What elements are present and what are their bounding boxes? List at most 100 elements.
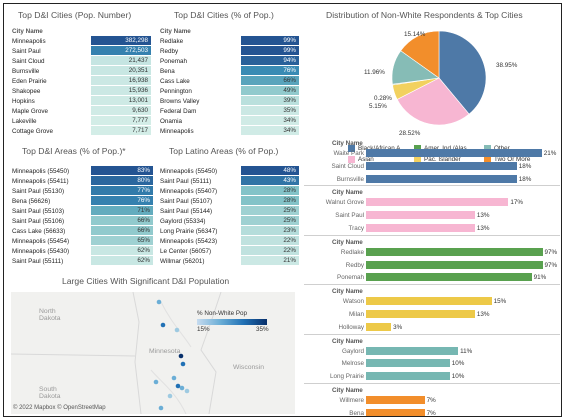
table-row[interactable]: Gaylord (55334) 25% (159, 216, 299, 226)
table-row[interactable]: Minneapolis (55430) 62% (11, 246, 153, 256)
legend-item[interactable]: Other (484, 145, 510, 152)
table-row[interactable]: Eden Prairie 16,938 (11, 76, 151, 86)
table-row[interactable]: Cass Lake (56633) 66% (11, 226, 153, 236)
map-city-marker[interactable] (156, 299, 162, 305)
legend-swatch (414, 156, 421, 163)
table-row[interactable]: Minneapolis 382,298 (11, 36, 151, 46)
pie-slice[interactable] (438, 30, 487, 115)
table-row[interactable]: Browns Valley 39% (159, 96, 299, 106)
table-row[interactable]: Saint Paul 272,503 (11, 46, 151, 56)
map-city-marker[interactable] (174, 327, 180, 333)
bar-group-header: City Name (332, 189, 363, 197)
bar[interactable] (366, 174, 517, 183)
legend-item[interactable]: Amer. Ind./Alas.. (414, 145, 470, 152)
bar[interactable] (366, 198, 509, 207)
map-city-marker[interactable] (171, 375, 177, 381)
legend-item[interactable]: Two Or More (484, 156, 530, 163)
table-top-cities-pct: Redlake 99% Redby 99% Ponemah 94% Bena 76% Cass … (159, 36, 301, 138)
bar[interactable] (366, 211, 475, 220)
map-city-marker[interactable] (180, 361, 186, 367)
map-city-marker[interactable] (153, 379, 159, 385)
bar[interactable] (366, 346, 459, 355)
bar[interactable] (366, 260, 543, 269)
map-city-marker[interactable] (158, 405, 164, 411)
row-label: Saint Paul (55111) (12, 257, 64, 265)
row-value: 25% (241, 206, 299, 216)
table-row[interactable]: Saint Paul (55144) 25% (159, 206, 299, 216)
bar[interactable] (366, 247, 543, 256)
row-label: Minneapolis (55454) (12, 237, 70, 245)
pie-slice[interactable] (400, 30, 440, 79)
table-row[interactable]: Saint Paul (55107) 28% (159, 196, 299, 206)
bar[interactable] (366, 396, 425, 404)
table-row[interactable]: Hopkins 13,001 (11, 96, 151, 106)
table-row[interactable]: Minneapolis 34% (159, 126, 299, 136)
table-row[interactable]: Burnsville 20,351 (11, 66, 151, 76)
table-row[interactable]: Federal Dam 35% (159, 106, 299, 116)
table-row[interactable]: Saint Paul (55130) 77% (11, 186, 153, 196)
table-row[interactable]: Le Center (56057) 22% (159, 246, 299, 256)
table-row[interactable]: Cass Lake 66% (159, 76, 299, 86)
bar[interactable] (366, 297, 492, 306)
bar[interactable] (366, 161, 517, 170)
row-label: Onamia (160, 117, 183, 125)
table-row[interactable]: Saint Paul (55106) 66% (11, 216, 153, 226)
legend-item[interactable]: Asian (348, 156, 374, 163)
table-row[interactable]: Maple Grove 9,630 (11, 106, 151, 116)
table-row[interactable]: Willmar (56201) 21% (159, 256, 299, 266)
bar-value: 91% (533, 274, 547, 282)
table-row[interactable]: Long Prairie (56347) 23% (159, 226, 299, 236)
bar[interactable] (366, 224, 475, 232)
bar[interactable] (366, 273, 532, 282)
row-label: Cass Lake (56633) (12, 227, 66, 235)
title-top-areas: Top D&I Areas (% of Pop.)* (22, 146, 126, 156)
pie-slice[interactable] (396, 77, 470, 126)
title-top-latino-areas: Top Latino Areas (% of Pop.) (169, 146, 279, 156)
legend-item[interactable]: Pac. Islander (414, 156, 461, 163)
map-city-marker[interactable] (167, 393, 173, 399)
row-label: Minneapolis (160, 127, 194, 135)
legend-swatch (348, 156, 355, 163)
table-row[interactable]: Bena 76% (159, 66, 299, 76)
map-label-south-dakota: South Dakota (39, 386, 61, 400)
table-row[interactable]: Minneapolis (55450) 83% (11, 166, 153, 176)
table-row[interactable]: Saint Paul (55111) 43% (159, 176, 299, 186)
table-row[interactable]: Redlake 99% (159, 36, 299, 46)
table-row[interactable]: Redby 99% (159, 46, 299, 56)
table-row[interactable]: Lakeville 7,777 (11, 116, 151, 126)
table-row[interactable]: Shakopee 15,936 (11, 86, 151, 96)
table-row[interactable]: Minneapolis (55454) 65% (11, 236, 153, 246)
table-row[interactable]: Onamia 34% (159, 116, 299, 126)
table-row[interactable]: Ponemah 94% (159, 56, 299, 66)
bar[interactable] (366, 408, 425, 416)
table-row[interactable]: Minneapolis (55450) 48% (159, 166, 299, 176)
bar[interactable] (366, 310, 475, 318)
legend-label: Pac. Islander (424, 156, 461, 163)
map-city-marker[interactable] (160, 322, 166, 328)
table-row[interactable]: Saint Paul (55111) 62% (11, 256, 153, 266)
map-canvas[interactable] (11, 292, 295, 414)
bar-value: 97% (544, 248, 558, 256)
table-row[interactable]: Minneapolis (55407) 28% (159, 186, 299, 196)
map-city-marker[interactable] (178, 353, 184, 359)
table-row[interactable]: Bena (56626) 76% (11, 196, 153, 206)
row-label: Minneapolis (55450) (12, 167, 70, 175)
table-row[interactable]: Cottage Grove 7,717 (11, 126, 151, 136)
map-city-marker[interactable] (179, 385, 185, 391)
map-city-marker[interactable] (184, 388, 190, 394)
row-value: 13,001 (91, 96, 151, 106)
bar[interactable] (366, 322, 392, 331)
map-panel[interactable]: North Dakota Minnesota Wisconsin South D… (11, 292, 295, 414)
row-label: Saint Paul (55111) (160, 177, 212, 185)
title-distribution: Distribution of Non-White Respondents & … (326, 10, 523, 20)
table-row[interactable]: Minneapolis (55411) 80% (11, 176, 153, 186)
legend-item[interactable]: Black/African A.. (348, 145, 404, 152)
table-row[interactable]: Minneapolis (55423) 22% (159, 236, 299, 246)
table-row[interactable]: Saint Cloud 21,437 (11, 56, 151, 66)
bar[interactable] (366, 359, 450, 368)
table-row[interactable]: Pennington 49% (159, 86, 299, 96)
map-city-marker[interactable] (175, 383, 181, 389)
bar[interactable] (366, 149, 542, 157)
bar[interactable] (366, 372, 450, 381)
table-row[interactable]: Saint Paul (55103) 71% (11, 206, 153, 216)
